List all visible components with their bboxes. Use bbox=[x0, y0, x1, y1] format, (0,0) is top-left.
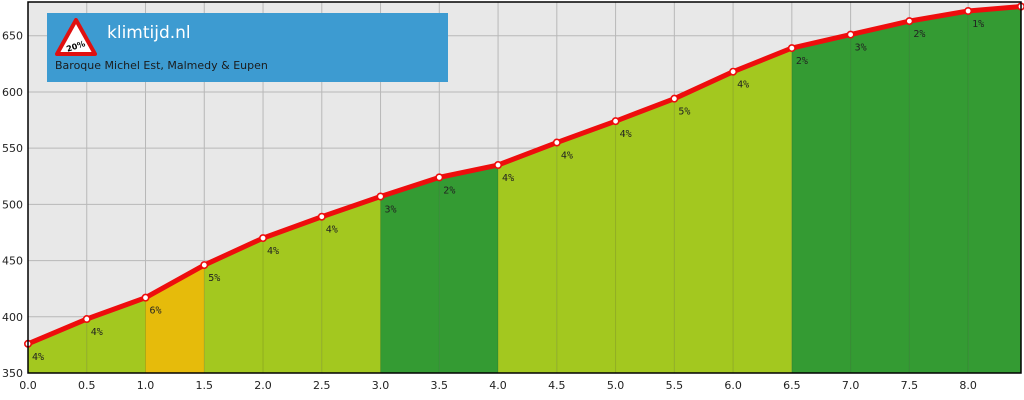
gradient-segment bbox=[909, 10, 969, 374]
x-tick-label: 6.0 bbox=[724, 379, 742, 392]
segment-gradient-label: 4% bbox=[91, 327, 103, 338]
brand-banner: 20% klimtijd.nl Baroque Michel Est, Malm… bbox=[47, 13, 448, 82]
segment-gradient-label: 6% bbox=[150, 306, 162, 317]
elevation-point bbox=[82, 315, 91, 324]
gradient-segment bbox=[733, 48, 792, 374]
elevation-point bbox=[787, 44, 796, 53]
segment-gradient-label: 4% bbox=[326, 225, 338, 236]
gradient-segment bbox=[86, 297, 146, 373]
gradient-segment bbox=[439, 165, 499, 373]
elevation-point bbox=[670, 94, 679, 103]
segment-labels: 4% 4% 6% 5% 4% 4% 3% 2% 4% 4% 4% 5% 4% 2% 3% 2% 1% bbox=[32, 19, 984, 363]
gradient-segment bbox=[850, 21, 910, 373]
x-tick-label: 4.0 bbox=[489, 379, 507, 392]
y-tick-label: 600 bbox=[2, 86, 23, 99]
x-tick-label: 2.0 bbox=[254, 379, 272, 392]
site-name: klimtijd.nl bbox=[107, 23, 191, 43]
elevation-point bbox=[317, 212, 326, 221]
x-tick-label: 6.5 bbox=[783, 379, 801, 392]
gradient-segments bbox=[27, 6, 1021, 374]
x-tick-label: 3.0 bbox=[372, 379, 390, 392]
elevation-point bbox=[729, 67, 738, 76]
segment-gradient-label: 3% bbox=[385, 204, 397, 215]
x-tick-label: 7.0 bbox=[842, 379, 860, 392]
gradient-segment bbox=[498, 142, 557, 373]
x-tick-label: 7.5 bbox=[901, 379, 919, 392]
gradient-segment bbox=[674, 71, 734, 373]
gradient-segment bbox=[321, 196, 381, 373]
gradient-segment bbox=[204, 238, 264, 373]
elevation-point bbox=[964, 6, 973, 15]
x-tick-label: 5.5 bbox=[666, 379, 684, 392]
elevation-point bbox=[200, 261, 209, 270]
segment-gradient-label: 4% bbox=[267, 246, 279, 257]
gradient-segment bbox=[615, 98, 675, 373]
x-tick-label: 0.5 bbox=[78, 379, 96, 392]
gradient-segment bbox=[556, 121, 616, 373]
segment-gradient-label: 4% bbox=[561, 151, 573, 162]
gradient-segment bbox=[791, 34, 851, 374]
plot-frame bbox=[27, 1, 1022, 374]
x-tick-label: 3.5 bbox=[431, 379, 449, 392]
segment-gradient-label: 4% bbox=[502, 173, 514, 184]
y-tick-label: 500 bbox=[2, 198, 23, 211]
elevation-point bbox=[376, 192, 385, 201]
elevation-point bbox=[552, 138, 561, 147]
elevation-point bbox=[494, 161, 503, 170]
segment-gradient-label: 5% bbox=[678, 107, 690, 118]
gradient-segment bbox=[263, 216, 322, 373]
gradient-segment bbox=[968, 6, 1021, 373]
x-tick-label: 0.0 bbox=[19, 379, 37, 392]
x-tick-label: 4.5 bbox=[548, 379, 566, 392]
segment-gradient-label: 2% bbox=[913, 29, 925, 40]
gradient-segment bbox=[28, 319, 87, 373]
elevation-line bbox=[23, 2, 1024, 348]
segment-gradient-label: 1% bbox=[972, 19, 984, 30]
segment-gradient-label: 4% bbox=[620, 129, 632, 140]
elevation-point bbox=[611, 117, 620, 126]
warning-triangle-icon: 20% bbox=[55, 18, 97, 56]
segment-gradient-label: 2% bbox=[443, 185, 455, 196]
elevation-point bbox=[846, 30, 855, 39]
x-tick-label: 1.0 bbox=[137, 379, 155, 392]
gradient-segment bbox=[380, 177, 440, 373]
segment-gradient-label: 2% bbox=[796, 56, 808, 67]
y-tick-label: 650 bbox=[2, 30, 23, 43]
x-tick-label: 2.5 bbox=[313, 379, 331, 392]
y-tick-label: 350 bbox=[2, 367, 23, 380]
axes: 0.0 0.5 1.0 1.5 2.0 2.5 3.0 3.5 4.0 4.5 5.0 5.5 6.0 6… bbox=[2, 1, 1022, 392]
climb-name: Baroque Michel Est, Malmedy & Eupen bbox=[55, 59, 268, 72]
segment-gradient-label: 3% bbox=[855, 43, 867, 54]
y-tick-label: 450 bbox=[2, 255, 23, 268]
elevation-point bbox=[141, 293, 150, 302]
elevation-line-path bbox=[25, 3, 1024, 347]
segment-gradient-label: 5% bbox=[208, 273, 220, 284]
segment-gradient-label: 4% bbox=[32, 352, 44, 363]
x-tick-label: 5.0 bbox=[607, 379, 625, 392]
elevation-point bbox=[259, 234, 268, 243]
x-tick-label: 1.5 bbox=[196, 379, 214, 392]
y-tick-label: 550 bbox=[2, 142, 23, 155]
segment-gradient-label: 4% bbox=[737, 80, 749, 91]
y-tick-label: 400 bbox=[2, 311, 23, 324]
x-tick-label: 8.0 bbox=[959, 379, 977, 392]
elevation-point bbox=[905, 17, 914, 26]
elevation-point bbox=[435, 173, 444, 182]
